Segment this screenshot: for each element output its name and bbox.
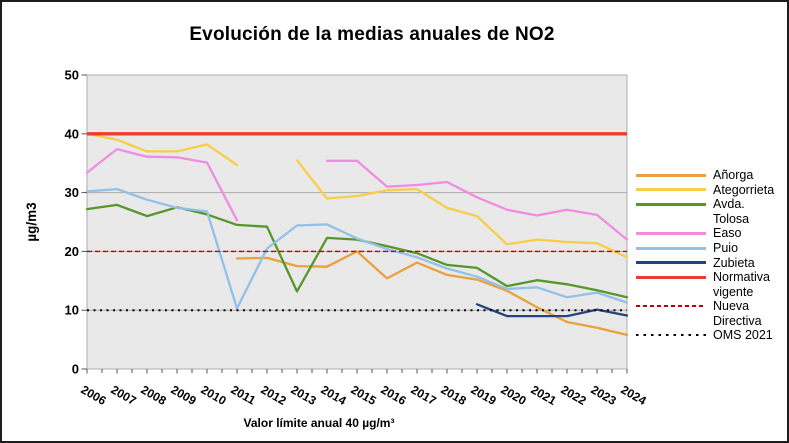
legend-item-easo: Easo — [636, 226, 787, 241]
legend-swatch-avda-tolosa — [636, 202, 706, 206]
x-tick-label: 2014 — [319, 382, 349, 408]
x-tick-label: 2015 — [349, 382, 379, 408]
x-tick-label: 2023 — [589, 382, 619, 408]
x-tick-label: 2022 — [559, 382, 589, 408]
legend-label-oms-2021: OMS 2021 — [713, 328, 773, 343]
x-tick-label: 2019 — [469, 382, 499, 408]
x-tick-label: 2012 — [259, 382, 289, 408]
y-tick-label: 10 — [65, 303, 79, 318]
legend-label-puio: Puio — [713, 241, 739, 256]
y-tick-label: 30 — [65, 185, 79, 200]
x-tick-label: 2021 — [529, 382, 559, 408]
legend-swatch-anorga — [636, 173, 706, 177]
y-tick-label: 0 — [72, 362, 79, 377]
legend-item-oms-2021: OMS 2021 — [636, 328, 787, 343]
x-tick-label: 2013 — [289, 382, 319, 408]
chart-title: Evolución de la medias anuales de NO2 — [189, 24, 555, 45]
legend-label-avda-tolosa: Avda. Tolosa — [713, 197, 750, 226]
x-tick-label: 2017 — [409, 382, 439, 408]
legend-label-normativa-vigente: Normativa vigente — [713, 270, 770, 299]
legend-swatch-nueva-directiva — [636, 304, 706, 307]
axis-caption: Valor límite anual 40 µg/m³ — [243, 416, 395, 430]
x-tick-label: 2009 — [169, 382, 199, 408]
legend-swatch-oms-2021 — [636, 333, 706, 337]
legend-swatch-puio — [636, 246, 706, 250]
legend-item-avda-tolosa: Avda. Tolosa — [636, 197, 787, 226]
legend-swatch-easo — [636, 231, 706, 235]
series-line-puio — [85, 187, 629, 310]
chart-legend: Añorga Ategorrieta Avda. Tolosa Easo Puio Zub… — [636, 168, 787, 343]
x-tick-label: 2007 — [109, 382, 139, 408]
legend-item-nueva-directiva: Nueva Directiva — [636, 299, 787, 328]
series-line-easo — [85, 147, 239, 222]
series-line-ategorrieta — [295, 159, 629, 259]
legend-swatch-zubieta — [636, 261, 706, 265]
x-tick-label: 2024 — [619, 382, 649, 408]
x-tick-label: 2018 — [439, 382, 469, 408]
x-tick-label: 2020 — [499, 382, 529, 408]
legend-label-zubieta: Zubieta — [713, 255, 755, 270]
legend-swatch-normativa-vigente — [636, 275, 706, 279]
x-tick-label: 2011 — [229, 382, 259, 407]
x-tick-label: 2006 — [79, 382, 109, 408]
legend-item-ategorrieta: Ategorrieta — [636, 182, 787, 197]
legend-item-normativa-vigente: Normativa vigente — [636, 270, 787, 299]
legend-item-zubieta: Zubieta — [636, 255, 787, 270]
x-tick-label: 2008 — [139, 382, 169, 408]
legend-label-nueva-directiva: Nueva Directiva — [713, 299, 762, 328]
series-line-ategorrieta — [85, 132, 239, 167]
y-tick-label: 20 — [65, 244, 79, 259]
legend-item-anorga: Añorga — [636, 168, 787, 182]
legend-label-anorga: Añorga — [713, 168, 754, 182]
y-tick-label: 40 — [65, 126, 79, 141]
series-line-anorga — [235, 250, 629, 337]
x-tick-label: 2010 — [199, 382, 229, 408]
series-line-easo — [325, 159, 629, 241]
x-tick-label: 2016 — [379, 382, 409, 408]
y-axis-title: µg/m3 — [24, 202, 39, 242]
legend-label-easo: Easo — [713, 226, 742, 241]
plot-area — [86, 74, 628, 370]
y-tick-label: 50 — [65, 68, 79, 83]
legend-label-ategorrieta: Ategorrieta — [713, 182, 775, 197]
legend-swatch-ategorrieta — [636, 188, 706, 192]
legend-item-puio: Puio — [636, 241, 787, 256]
